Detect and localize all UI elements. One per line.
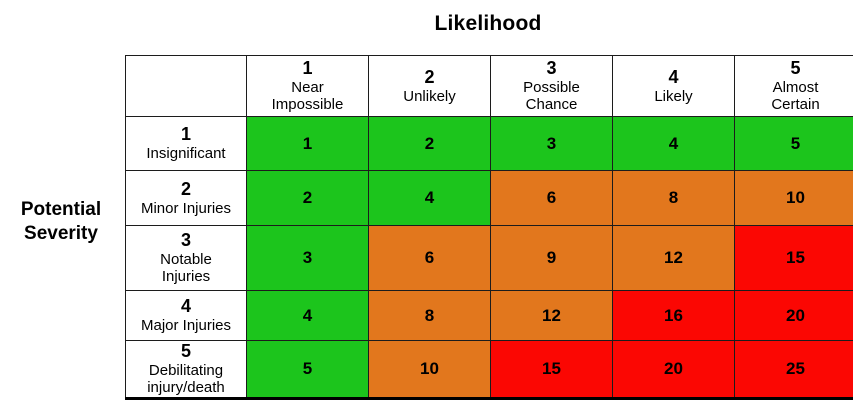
column-header-near-impossible: 1 Near Impossible bbox=[246, 55, 369, 117]
matrix-cell: 10 bbox=[368, 339, 491, 400]
row-minor-injuries: 2 Minor Injuries 2 4 6 8 10 bbox=[125, 170, 853, 226]
row-header-major-injuries: 4 Major Injuries bbox=[125, 290, 247, 341]
row-number: 2 bbox=[180, 178, 191, 199]
column-number: 2 bbox=[424, 66, 435, 87]
column-header-almost-certain: 5 Almost Certain bbox=[734, 55, 853, 117]
likelihood-axis-title: Likelihood bbox=[434, 12, 542, 35]
matrix-cell: 8 bbox=[368, 290, 491, 341]
matrix-cell: 4 bbox=[368, 170, 491, 226]
row-label: Major Injuries bbox=[140, 317, 232, 334]
row-debilitating-injury-death: 5 Debilitating injury/death 5 10 15 20 2… bbox=[125, 339, 853, 400]
matrix-cell: 6 bbox=[490, 170, 613, 226]
column-header-unlikely: 2 Unlikely bbox=[368, 55, 491, 117]
column-header-possible-chance: 3 Possible Chance bbox=[490, 55, 613, 117]
column-label: Likely bbox=[654, 87, 693, 105]
row-number: 3 bbox=[180, 229, 191, 250]
column-header-row: 1 Near Impossible 2 Unlikely 3 Possible … bbox=[125, 55, 853, 117]
row-label: Debilitating injury/death bbox=[147, 361, 225, 397]
column-header-likely: 4 Likely bbox=[612, 55, 735, 117]
matrix-cell: 5 bbox=[734, 116, 853, 171]
matrix-cell: 4 bbox=[246, 290, 369, 341]
matrix-cell: 20 bbox=[734, 290, 853, 341]
column-label: Near Impossible bbox=[271, 78, 344, 114]
column-label: Almost Certain bbox=[771, 78, 820, 114]
row-number: 5 bbox=[180, 341, 191, 361]
severity-axis-title: Potential Severity bbox=[20, 199, 102, 244]
matrix-cell: 9 bbox=[490, 225, 613, 291]
matrix-cell: 4 bbox=[612, 116, 735, 171]
matrix-cell: 3 bbox=[246, 225, 369, 291]
row-label: Notable Injuries bbox=[160, 250, 212, 286]
column-label: Possible Chance bbox=[523, 78, 580, 114]
row-notable-injuries: 3 Notable Injuries 3 6 9 12 15 bbox=[125, 225, 853, 291]
matrix-cell: 15 bbox=[734, 225, 853, 291]
matrix-cell: 1 bbox=[246, 116, 369, 171]
matrix-cell: 12 bbox=[612, 225, 735, 291]
row-header-insignificant: 1 Insignificant bbox=[125, 116, 247, 171]
matrix-cell: 5 bbox=[246, 339, 369, 400]
matrix-cell: 20 bbox=[612, 339, 735, 400]
corner-cell bbox=[125, 55, 247, 117]
matrix-cell: 16 bbox=[612, 290, 735, 341]
matrix-cell: 3 bbox=[490, 116, 613, 171]
matrix-cell: 2 bbox=[246, 170, 369, 226]
column-number: 5 bbox=[790, 57, 801, 78]
row-label: Insignificant bbox=[146, 145, 226, 162]
column-label: Unlikely bbox=[403, 87, 456, 105]
column-number: 4 bbox=[668, 66, 679, 87]
row-insignificant: 1 Insignificant 1 2 3 4 5 bbox=[125, 116, 853, 171]
column-number: 1 bbox=[302, 57, 313, 78]
column-number: 3 bbox=[546, 57, 557, 78]
matrix-cell: 25 bbox=[734, 339, 853, 400]
row-major-injuries: 4 Major Injuries 4 8 12 16 20 bbox=[125, 290, 853, 341]
row-header-notable-injuries: 3 Notable Injuries bbox=[125, 225, 247, 291]
matrix-cell: 12 bbox=[490, 290, 613, 341]
row-header-debilitating-injury-death: 5 Debilitating injury/death bbox=[125, 339, 247, 400]
matrix-cell: 10 bbox=[734, 170, 853, 226]
row-number: 1 bbox=[180, 124, 191, 145]
row-header-minor-injuries: 2 Minor Injuries bbox=[125, 170, 247, 226]
row-number: 4 bbox=[180, 296, 191, 317]
risk-matrix-table: 1 Near Impossible 2 Unlikely 3 Possible … bbox=[125, 55, 853, 401]
matrix-cell: 6 bbox=[368, 225, 491, 291]
row-label: Minor Injuries bbox=[140, 199, 232, 217]
matrix-cell: 8 bbox=[612, 170, 735, 226]
matrix-cell: 2 bbox=[368, 116, 491, 171]
matrix-cell: 15 bbox=[490, 339, 613, 400]
